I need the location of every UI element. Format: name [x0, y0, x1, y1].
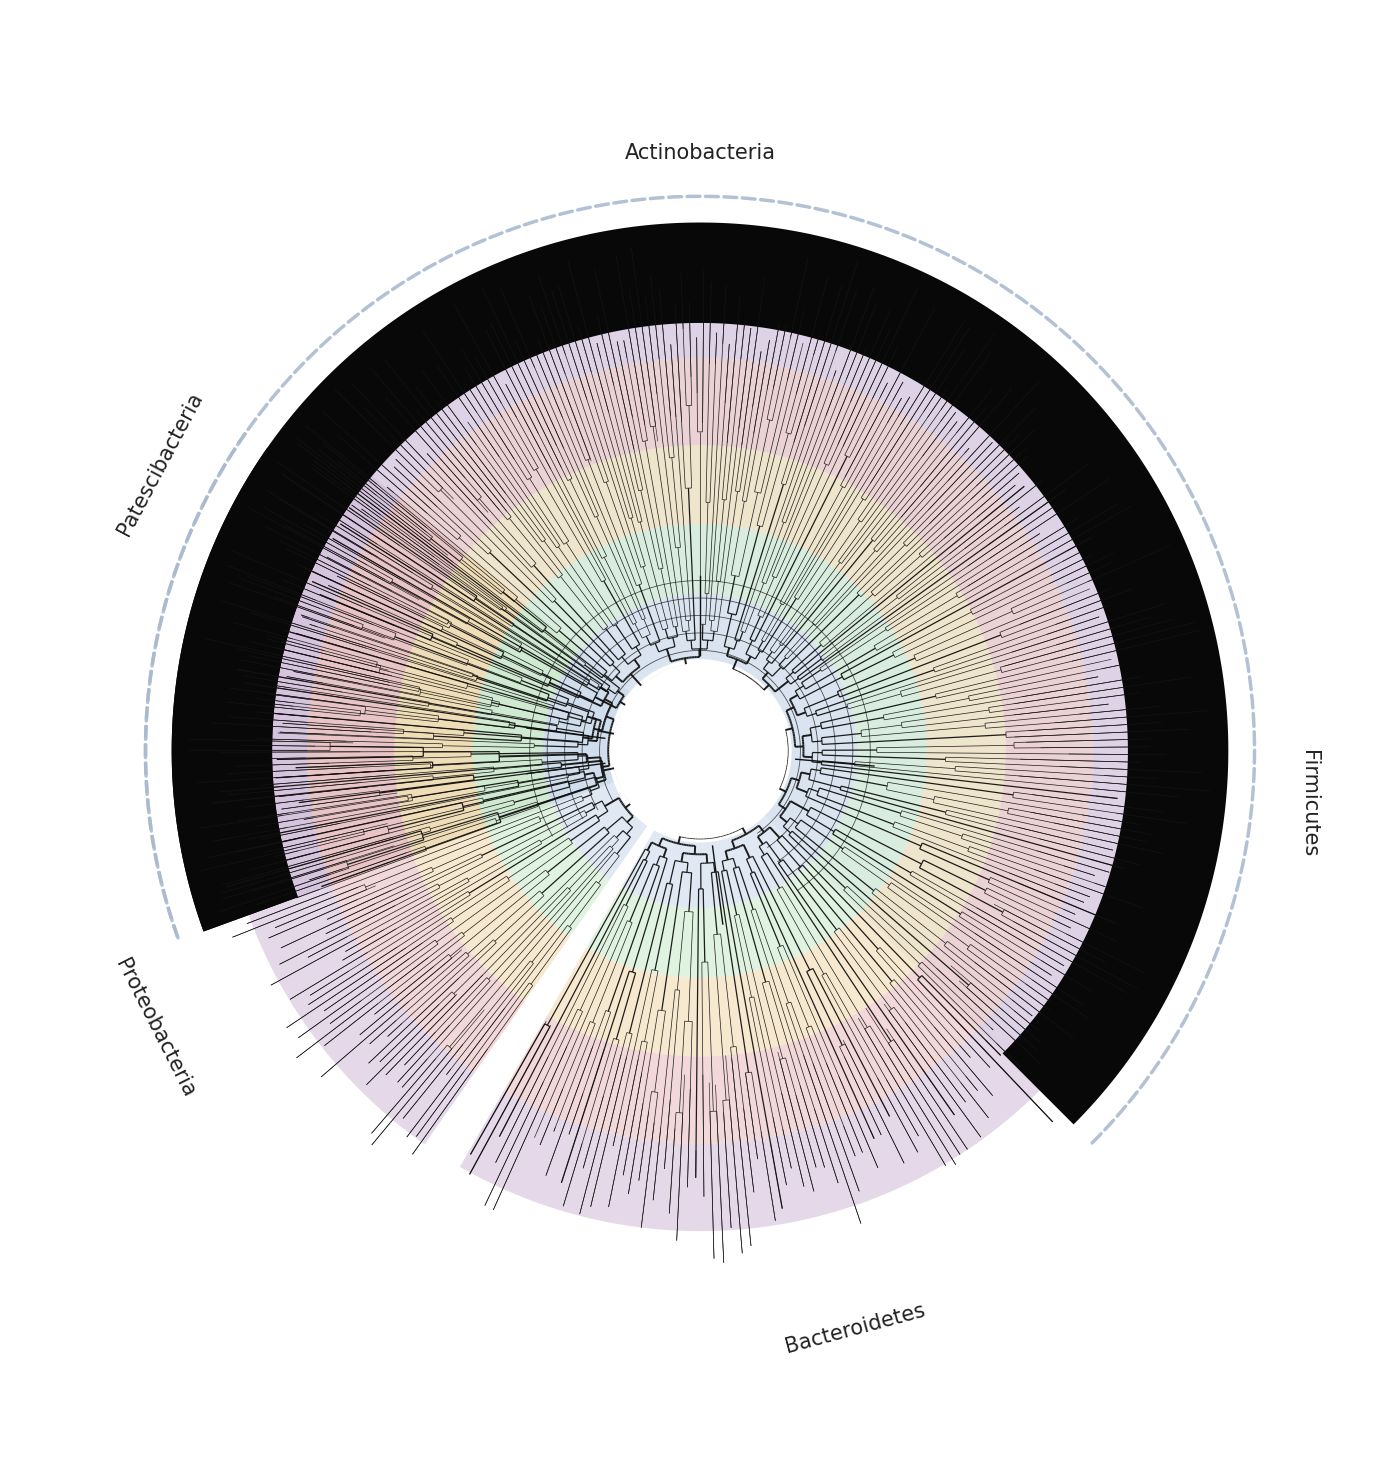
Polygon shape [220, 442, 475, 1145]
Polygon shape [977, 475, 1180, 1091]
Polygon shape [172, 223, 1228, 1124]
Polygon shape [861, 576, 1005, 967]
Polygon shape [449, 445, 951, 621]
Polygon shape [622, 815, 811, 908]
Text: Proteobacteria: Proteobacteria [112, 956, 199, 1101]
Text: Actinobacteria: Actinobacteria [624, 143, 776, 163]
Text: Firmicutes: Firmicutes [1299, 751, 1319, 857]
Polygon shape [216, 267, 1184, 1094]
Polygon shape [587, 862, 861, 978]
Polygon shape [172, 448, 350, 932]
Polygon shape [504, 967, 977, 1143]
Polygon shape [378, 357, 1022, 576]
Polygon shape [307, 499, 525, 1073]
Polygon shape [543, 660, 624, 805]
Polygon shape [395, 554, 570, 1002]
Polygon shape [916, 525, 1093, 1029]
Polygon shape [543, 650, 647, 879]
Text: Patescibacteria: Patescibacteria [113, 389, 207, 539]
Polygon shape [547, 911, 916, 1057]
Text: Bacteroidetes: Bacteroidetes [783, 1301, 927, 1357]
Polygon shape [764, 660, 857, 862]
Polygon shape [473, 621, 571, 828]
Polygon shape [395, 576, 514, 856]
Polygon shape [473, 605, 610, 937]
Polygon shape [459, 1029, 1040, 1231]
Polygon shape [220, 475, 378, 916]
Polygon shape [307, 525, 449, 885]
Polygon shape [307, 271, 1093, 525]
Circle shape [613, 663, 787, 838]
Polygon shape [811, 621, 927, 911]
Polygon shape [514, 523, 886, 660]
Polygon shape [571, 593, 829, 698]
